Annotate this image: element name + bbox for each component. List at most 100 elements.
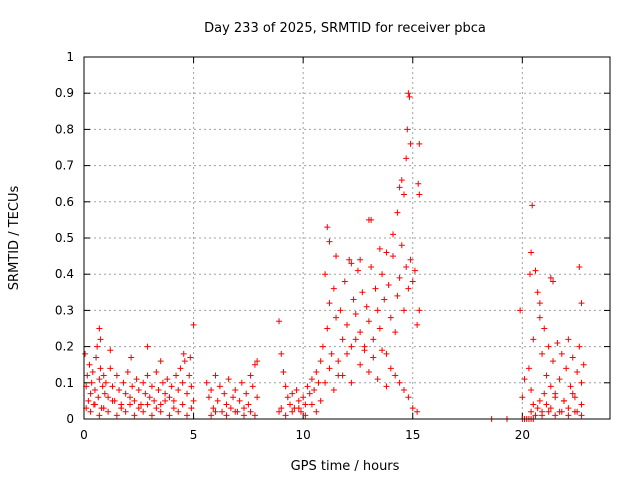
data-point (322, 271, 329, 278)
data-point (324, 325, 331, 332)
data-point (175, 408, 182, 415)
data-point (556, 376, 563, 383)
data-point (184, 412, 191, 419)
y-tick-label: 0 (66, 412, 74, 426)
data-point (387, 365, 394, 372)
data-point (188, 383, 195, 390)
data-point (166, 412, 173, 419)
data-point (122, 408, 129, 415)
data-point (532, 267, 539, 274)
data-point (144, 343, 151, 350)
data-point (529, 202, 536, 209)
data-point (414, 321, 421, 328)
data-point (88, 379, 95, 386)
data-point (534, 405, 541, 412)
data-point (280, 368, 287, 375)
y-tick-label: 0.2 (55, 340, 74, 354)
data-point (131, 412, 138, 419)
data-point (282, 383, 289, 390)
data-point (210, 405, 217, 412)
data-point (558, 408, 565, 415)
data-point (219, 408, 226, 415)
data-point (146, 394, 153, 401)
data-point (278, 405, 285, 412)
data-point (188, 405, 195, 412)
data-point (383, 350, 390, 357)
data-point (155, 387, 162, 394)
data-point (530, 336, 537, 343)
data-point (124, 368, 131, 375)
data-point (225, 376, 232, 383)
data-point (153, 368, 160, 375)
data-point (212, 408, 219, 415)
data-point (335, 358, 342, 365)
data-point (157, 408, 164, 415)
data-point (116, 387, 123, 394)
y-tick-label: 0.4 (55, 267, 74, 281)
data-point (576, 263, 583, 270)
data-point (214, 397, 221, 404)
data-point (170, 397, 177, 404)
data-point (536, 300, 543, 307)
data-point (330, 285, 337, 292)
data-point (157, 401, 164, 408)
data-point (530, 401, 537, 408)
data-point (295, 405, 302, 412)
data-point (416, 140, 423, 147)
data-point (571, 408, 578, 415)
data-point (383, 249, 390, 256)
data-point (109, 383, 116, 390)
data-point (552, 394, 559, 401)
data-point (247, 372, 254, 379)
data-point (238, 379, 245, 386)
data-point (94, 343, 101, 350)
data-point (363, 303, 370, 310)
data-point (381, 296, 388, 303)
data-point (315, 379, 322, 386)
data-point (236, 397, 243, 404)
data-point (97, 365, 104, 372)
data-point (105, 408, 112, 415)
data-point (400, 191, 407, 198)
data-point (284, 394, 291, 401)
data-point (99, 383, 106, 390)
data-point (87, 390, 94, 397)
y-tick-label: 0.6 (55, 195, 74, 209)
data-point (403, 155, 410, 162)
data-point (550, 358, 557, 365)
data-point (415, 180, 422, 187)
data-point (357, 256, 364, 263)
data-point (113, 372, 120, 379)
data-point (396, 379, 403, 386)
data-point (528, 387, 535, 394)
data-point (376, 325, 383, 332)
data-point (168, 383, 175, 390)
data-point (181, 358, 188, 365)
data-point (569, 354, 576, 361)
data-point (541, 325, 548, 332)
data-point (107, 347, 114, 354)
data-point (317, 358, 324, 365)
data-point (333, 253, 340, 260)
data-point (293, 387, 300, 394)
y-tick-label: 0.1 (55, 376, 74, 390)
data-point (539, 412, 546, 419)
data-point (230, 394, 237, 401)
data-point (580, 361, 587, 368)
data-point (127, 401, 134, 408)
data-point (574, 368, 581, 375)
data-point (370, 336, 377, 343)
data-point (313, 408, 320, 415)
data-point (95, 394, 102, 401)
data-point (120, 379, 127, 386)
x-tick-label: 0 (80, 428, 88, 442)
data-point (245, 401, 252, 408)
x-tick-label: 20 (515, 428, 530, 442)
data-point (560, 397, 567, 404)
data-point (348, 343, 355, 350)
data-points (82, 90, 587, 422)
data-point (527, 271, 534, 278)
data-point (517, 307, 524, 314)
data-point (85, 397, 92, 404)
data-point (545, 408, 552, 415)
